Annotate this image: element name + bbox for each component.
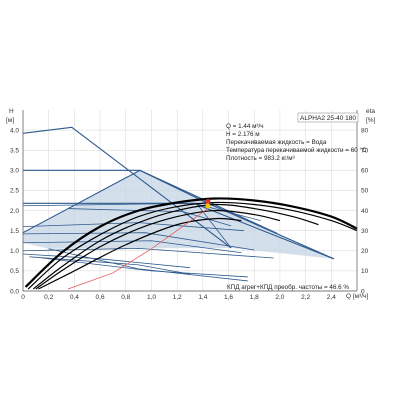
efficiency-note: КПД агрег+КПД преобр. частоты = 46.6 % — [227, 283, 349, 291]
left-tick-label: 0.0 — [10, 288, 19, 295]
x-tick-label: 2,4 — [327, 294, 336, 301]
pump-curve — [29, 256, 191, 275]
info-head: H = 2.176 м — [226, 131, 260, 138]
right-tick-label: 10 — [361, 268, 369, 275]
info-block: Q = 1.44 м³/ч H = 2.176 м Перекачиваемая… — [226, 123, 367, 162]
operating-range-shade — [23, 170, 334, 259]
pump-curve — [22, 126, 232, 249]
x-tick-label: 2,2 — [301, 294, 310, 301]
left-tick-label: 4.0 — [10, 127, 19, 134]
power-line — [67, 208, 209, 290]
left-tick-label: 2.0 — [10, 208, 19, 215]
right-tick-label: 20 — [361, 248, 369, 255]
right-axis-title: eta — [366, 108, 375, 115]
pump-curve — [67, 208, 232, 227]
right-axis-unit: [%] — [366, 117, 376, 124]
operating-point — [205, 198, 211, 209]
x-tick-label: 0,2 — [44, 294, 53, 301]
power-curve — [67, 208, 209, 290]
model-label: ALPHA2 25-40 180 — [300, 115, 356, 122]
x-axis-title: Q [м³/ч] — [346, 293, 368, 300]
x-tick-label: 2,0 — [275, 294, 284, 301]
x-tick-label: 1,2 — [173, 294, 182, 301]
left-tick-label: 2.5 — [10, 188, 19, 195]
axes: 0.0 0.5 1.0 1.5 2.0 2.5 3.0 3.5 4.0 0 10 20 30 40 50 60… — [10, 110, 369, 301]
left-axis-title: H — [9, 108, 14, 115]
right-tick-label: 30 — [361, 228, 369, 235]
right-tick-label: 60 — [361, 168, 369, 175]
left-tick-label: 3.5 — [10, 148, 19, 155]
x-tick-label: 1,6 — [224, 294, 233, 301]
right-tick-label: 0 — [361, 288, 365, 295]
pump-curve — [42, 257, 248, 278]
left-tick-label: 3.0 — [10, 168, 19, 175]
pump-curve — [22, 169, 335, 260]
pump-curve — [22, 247, 274, 259]
x-tick-label: 1,4 — [198, 294, 207, 301]
info-temperature: Температура перекачиваемой жидкости = 60… — [226, 146, 367, 154]
right-tick-label: 40 — [361, 208, 369, 215]
right-tick-label: 50 — [361, 188, 369, 195]
right-tick-label: 70 — [361, 148, 369, 155]
x-tick-label: 0,4 — [70, 294, 79, 301]
efficiency-curves — [24, 197, 358, 290]
left-tick-label: 1.5 — [10, 228, 19, 235]
efficiency-point-marker — [205, 203, 211, 209]
x-tick-label: 0,6 — [96, 294, 105, 301]
info-liquid: Перекачиваемая жидкость = Вода — [226, 139, 327, 146]
info-density: Плотность = 983.2 кг/м³ — [226, 155, 295, 162]
x-tick-label: 0 — [21, 294, 25, 301]
pump-curve — [22, 253, 191, 269]
right-tick-label: 80 — [361, 127, 369, 134]
pump-curve — [22, 240, 242, 254]
efficiency-curve — [27, 201, 358, 290]
efficiency-curve — [38, 217, 242, 290]
efficiency-curve — [35, 209, 281, 290]
left-tick-label: 0.5 — [10, 268, 19, 275]
efficiency-curve — [24, 197, 358, 288]
pump-curve — [193, 202, 261, 221]
x-tick-label: 0,8 — [121, 294, 130, 301]
pump-curve — [48, 248, 248, 282]
pump-curve — [22, 232, 255, 251]
info-flow: Q = 1.44 м³/ч — [226, 123, 264, 130]
left-tick-label: 1.0 — [10, 248, 19, 255]
model-label-box — [297, 112, 359, 123]
efficiency-curve — [32, 203, 319, 290]
x-tick-label: 1,0 — [147, 294, 156, 301]
x-tick-label: 1,8 — [250, 294, 259, 301]
left-axis-unit: [м] — [6, 117, 14, 124]
operating-point-marker — [205, 198, 211, 204]
shade-polygon — [23, 170, 334, 259]
